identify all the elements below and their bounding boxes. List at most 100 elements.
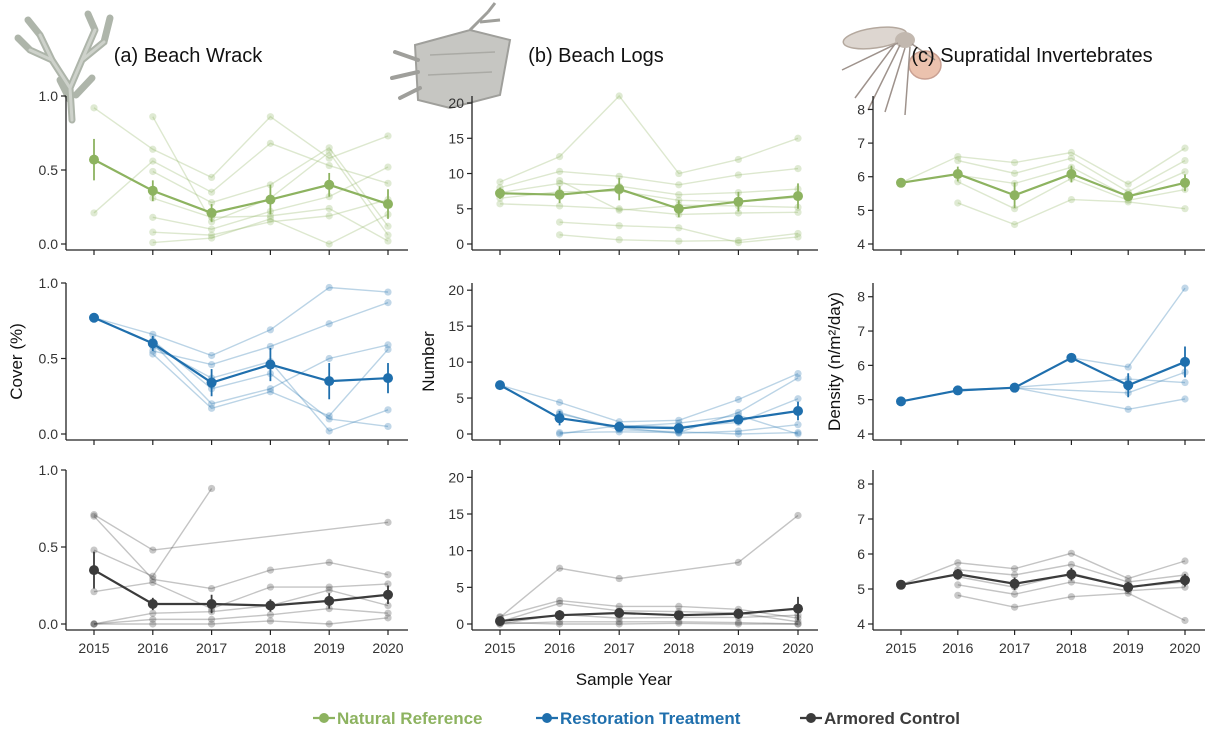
site-point	[734, 238, 743, 247]
site-line	[94, 617, 389, 625]
site-line	[93, 581, 389, 610]
legend-item-restoration-treatment: Restoration Treatment	[536, 709, 741, 728]
y-tick-label: 7	[857, 511, 865, 527]
site-point	[556, 202, 564, 210]
site-point	[794, 620, 802, 628]
site-point	[675, 237, 683, 245]
site-point	[734, 236, 743, 245]
y-tick-label: 15	[448, 318, 464, 334]
site-point	[266, 566, 274, 574]
mean-point	[147, 598, 158, 609]
mean-point	[383, 373, 393, 384]
x-tick-label: 2015	[78, 640, 109, 656]
y-tick-label: 4	[857, 236, 865, 252]
site-line	[152, 342, 389, 405]
mean-point	[147, 338, 158, 349]
mean-point	[1123, 380, 1134, 391]
site-point	[675, 224, 683, 232]
x-tick-label: 2018	[663, 640, 694, 656]
site-point	[794, 208, 802, 216]
mean-point	[554, 610, 565, 621]
site-point	[325, 558, 333, 567]
site-point	[325, 412, 333, 420]
mean-point	[147, 185, 158, 196]
y-tick-label: 10	[448, 354, 464, 370]
x-tick-label: 2016	[942, 640, 973, 656]
mean-point	[495, 188, 505, 199]
site-point	[384, 609, 392, 617]
site-point	[384, 601, 392, 610]
site-line	[619, 414, 799, 435]
subplot-restoration-treatment: 0 5 10 15 20	[448, 282, 818, 445]
x-tick-label: 2018	[255, 640, 286, 656]
site-point	[615, 574, 623, 583]
site-point	[325, 620, 333, 628]
x-tick-label: 2020	[782, 640, 813, 656]
site-point	[556, 596, 564, 605]
mean-point	[383, 589, 393, 600]
mean-point	[733, 196, 744, 207]
site-point	[556, 430, 564, 438]
site-point	[384, 341, 392, 349]
site-point	[90, 511, 98, 519]
y-tick-label: 8	[857, 289, 865, 305]
site-point	[208, 400, 216, 408]
site-point	[266, 113, 274, 121]
site-point	[1067, 549, 1075, 557]
site-point	[384, 222, 392, 230]
y-axis-title: Density (n/m²/day)	[825, 292, 844, 431]
site-line	[900, 147, 1186, 185]
y-tick-label: 5	[857, 202, 865, 218]
site-point	[149, 157, 157, 165]
mean-line	[499, 187, 799, 210]
site-point	[208, 615, 216, 623]
site-point	[1181, 395, 1189, 403]
site-point	[675, 181, 683, 189]
y-tick-label: 1.0	[39, 88, 59, 104]
site-point	[1181, 205, 1189, 213]
subplot-armored-control: 0 5 10 15 20 2015 2016 2017 2018 2019 2020	[448, 469, 818, 656]
mean-point	[896, 177, 906, 188]
site-line	[499, 167, 799, 189]
site-point	[794, 618, 802, 626]
site-line	[152, 348, 389, 417]
site-line	[93, 107, 389, 179]
y-tick-label: 5	[857, 392, 865, 408]
site-point	[266, 326, 274, 334]
site-point	[734, 209, 743, 217]
site-point	[149, 546, 157, 554]
site-point	[794, 233, 802, 241]
subplot-natural-reference: 0 5 10 15 20	[448, 92, 818, 255]
site-point	[208, 188, 216, 196]
site-point	[1181, 144, 1189, 152]
site-line	[957, 592, 1186, 622]
panel-title: (b) Beach Logs	[528, 45, 664, 67]
legend-item-natural-reference: Natural Reference	[313, 709, 483, 728]
site-point	[384, 231, 392, 239]
y-tick-label: 10	[448, 166, 464, 182]
site-point	[954, 199, 962, 207]
site-point	[1011, 169, 1019, 177]
mean-line	[93, 316, 389, 384]
mean-line	[93, 569, 389, 607]
site-point	[266, 388, 274, 396]
site-point	[90, 209, 98, 217]
site-point	[1067, 593, 1075, 601]
mean-point	[952, 169, 963, 180]
site-point	[266, 212, 274, 220]
y-tick-label: 0.5	[39, 162, 59, 178]
legend-label: Natural Reference	[337, 709, 483, 728]
site-line	[152, 301, 389, 366]
site-point	[615, 205, 623, 213]
site-point	[266, 385, 274, 393]
site-point	[325, 320, 333, 328]
site-point	[325, 204, 333, 213]
subplot-armored-control: 4 5 6 7 8 2015 2016 2017 2018 2019 2020	[857, 470, 1205, 656]
site-point	[1181, 616, 1189, 625]
site-point	[794, 374, 802, 382]
site-point	[794, 164, 802, 173]
site-line	[93, 515, 389, 590]
subplot-restoration-treatment: 0.0 0.5 1.0	[39, 275, 408, 445]
y-tick-label: 5	[456, 201, 464, 217]
